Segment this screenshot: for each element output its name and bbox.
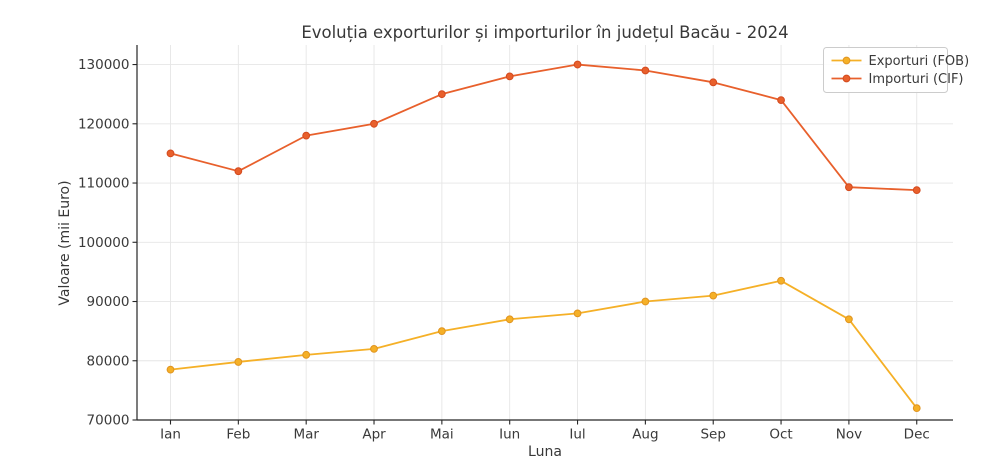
x-tick-label: Nov: [836, 427, 862, 443]
legend-marker: [842, 56, 851, 65]
data-point-marker: [166, 149, 175, 158]
chart-title: Evoluția exporturilor și importurilor în…: [301, 23, 788, 42]
y-tick-label: 80000: [87, 353, 130, 369]
x-tick-label: Sep: [700, 427, 725, 443]
y-tick-label: 90000: [87, 294, 130, 310]
data-point-marker: [302, 350, 311, 359]
legend-label: Importuri (CIF): [869, 72, 964, 87]
gridlines: [137, 45, 953, 421]
x-tick-label: Oct: [769, 427, 792, 443]
data-point-marker: [912, 404, 921, 413]
x-tick-label: Feb: [226, 427, 250, 443]
x-tick-label: Dec: [904, 427, 930, 443]
series-line: [170, 63, 917, 192]
x-tick-label: Apr: [362, 427, 386, 443]
data-series: [166, 60, 921, 413]
data-point-marker: [370, 119, 378, 128]
data-point-marker: [234, 358, 243, 366]
data-point-marker: [641, 297, 650, 306]
x-tick-label: Iul: [569, 427, 585, 443]
data-point-marker: [709, 291, 718, 300]
y-tick-label: 70000: [87, 413, 130, 429]
data-point-marker: [437, 327, 446, 336]
y-tick-label: 110000: [78, 176, 130, 192]
data-point-marker: [845, 183, 853, 192]
data-point-marker: [234, 167, 243, 176]
x-axis-title: Luna: [528, 444, 562, 460]
data-point-marker: [505, 315, 514, 324]
data-point-marker: [573, 309, 582, 318]
data-point-marker: [573, 60, 582, 69]
data-point-marker: [437, 90, 446, 99]
series-line: [170, 279, 918, 409]
data-point-marker: [302, 131, 311, 140]
data-point-marker: [912, 186, 921, 195]
y-tick-label: 120000: [78, 116, 130, 132]
x-tick-label: Ian: [160, 427, 181, 443]
x-tick-label: Mai: [430, 427, 454, 443]
legend-box: [823, 47, 948, 93]
data-point-marker: [166, 365, 175, 374]
y-tick-label: 100000: [78, 235, 130, 251]
y-axis-title: Valoare (mii Euro): [57, 180, 73, 305]
data-point-marker: [777, 276, 785, 285]
x-tick-label: Iun: [499, 427, 520, 443]
axes: [132, 45, 953, 425]
tick-labels: Ian Feb Mar Apr Mai Iun Iul Aug Sep Oct Nov Dec 7000…: [78, 57, 930, 442]
data-point-marker: [370, 345, 378, 353]
x-tick-label: Mar: [293, 427, 319, 443]
data-point-marker: [709, 78, 718, 87]
data-point-marker: [641, 66, 650, 75]
legend-label: Exporturi (FOB): [869, 54, 970, 69]
legend-marker: [842, 74, 851, 83]
data-point-marker: [845, 315, 853, 324]
data-point-marker: [505, 72, 514, 81]
x-tick-label: Aug: [632, 427, 658, 443]
legend: Exporturi (FOB) Importuri (CIF): [823, 47, 970, 93]
data-point-marker: [777, 96, 785, 104]
y-tick-label: 130000: [78, 57, 130, 73]
